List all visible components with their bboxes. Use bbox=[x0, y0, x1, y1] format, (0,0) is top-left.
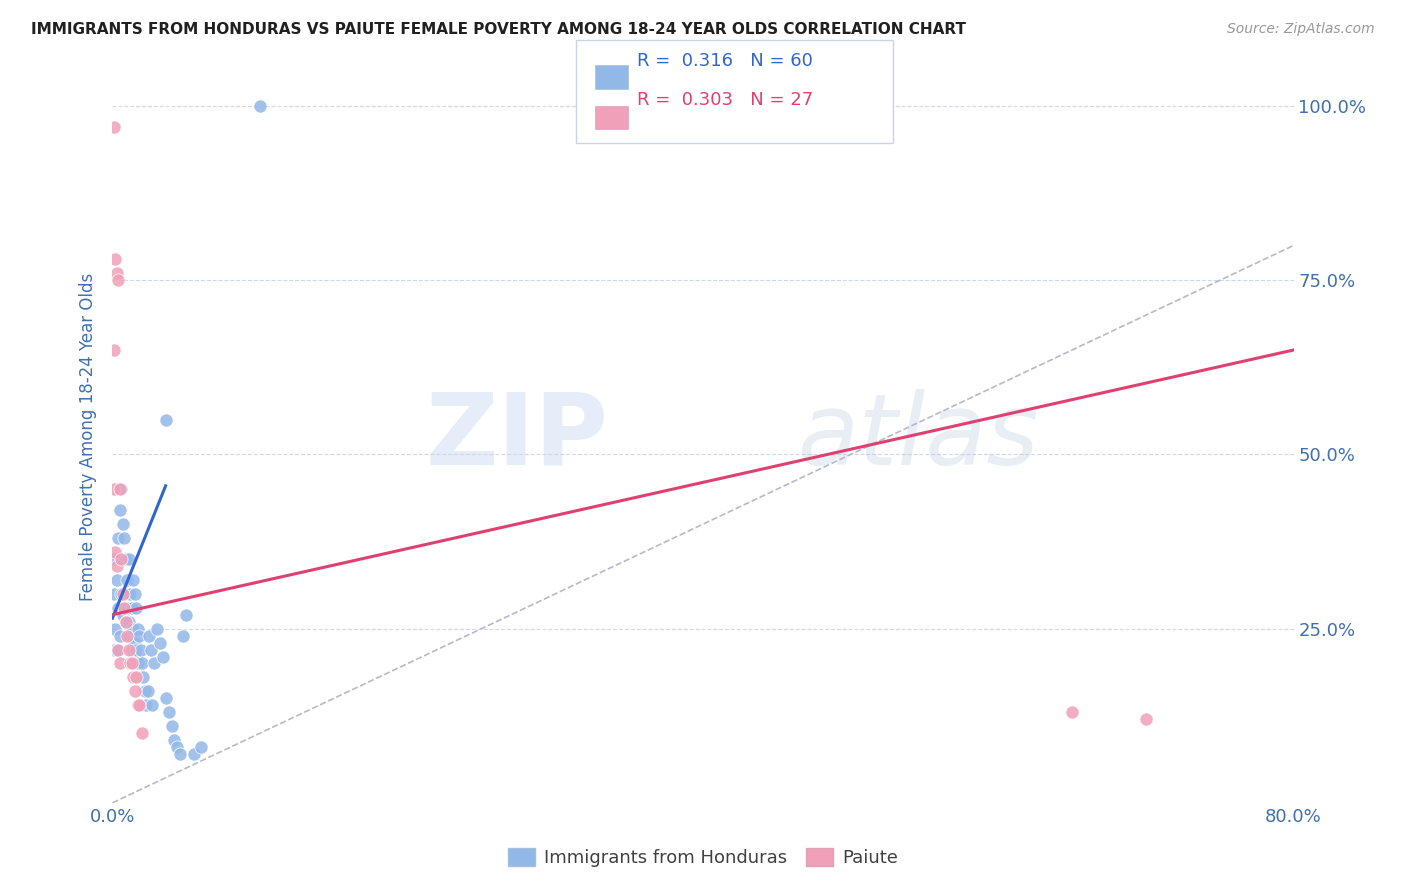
Point bbox=[128, 698, 150, 713]
Point bbox=[104, 545, 127, 559]
Point bbox=[105, 642, 128, 657]
Point bbox=[249, 99, 271, 113]
Point bbox=[121, 600, 143, 615]
Point bbox=[135, 698, 157, 713]
Point bbox=[120, 587, 142, 601]
Point bbox=[104, 252, 127, 267]
Point bbox=[146, 622, 169, 636]
Point bbox=[105, 573, 128, 587]
Point bbox=[190, 740, 212, 755]
Point bbox=[103, 120, 125, 134]
Point bbox=[166, 740, 188, 755]
Point bbox=[163, 733, 186, 747]
Text: R =  0.303   N = 27: R = 0.303 N = 27 bbox=[637, 92, 813, 110]
Point bbox=[117, 573, 138, 587]
Point bbox=[105, 558, 128, 573]
Point bbox=[120, 657, 142, 671]
Point bbox=[117, 629, 138, 643]
Point bbox=[128, 629, 150, 643]
Point bbox=[114, 552, 136, 566]
Point bbox=[142, 657, 165, 671]
Point bbox=[125, 600, 148, 615]
Point bbox=[107, 600, 129, 615]
Point bbox=[107, 531, 129, 545]
Point bbox=[107, 273, 129, 287]
Point bbox=[138, 629, 160, 643]
Point bbox=[122, 670, 145, 684]
Point bbox=[118, 615, 141, 629]
Point bbox=[129, 642, 152, 657]
Point bbox=[155, 412, 177, 426]
Point bbox=[134, 684, 156, 698]
Text: atlas: atlas bbox=[797, 389, 1039, 485]
Point bbox=[136, 684, 159, 698]
Point bbox=[160, 719, 183, 733]
Point bbox=[172, 629, 194, 643]
Point bbox=[141, 698, 163, 713]
Point bbox=[132, 670, 155, 684]
Point bbox=[103, 642, 125, 657]
Point bbox=[114, 615, 136, 629]
Point bbox=[110, 483, 132, 497]
Point bbox=[125, 670, 148, 684]
Point bbox=[121, 642, 143, 657]
Point bbox=[124, 684, 146, 698]
Text: R =  0.316   N = 60: R = 0.316 N = 60 bbox=[637, 52, 813, 70]
Text: IMMIGRANTS FROM HONDURAS VS PAIUTE FEMALE POVERTY AMONG 18-24 YEAR OLDS CORRELAT: IMMIGRANTS FROM HONDURAS VS PAIUTE FEMAL… bbox=[31, 22, 966, 37]
Point bbox=[110, 552, 132, 566]
Point bbox=[104, 552, 127, 566]
Point bbox=[111, 517, 134, 532]
Point bbox=[120, 629, 142, 643]
Point bbox=[108, 483, 131, 497]
Point bbox=[122, 573, 145, 587]
Point bbox=[112, 600, 135, 615]
Text: Source: ZipAtlas.com: Source: ZipAtlas.com bbox=[1227, 22, 1375, 37]
Point bbox=[125, 642, 148, 657]
Point bbox=[127, 622, 149, 636]
Point bbox=[124, 587, 146, 601]
Point bbox=[124, 635, 146, 649]
Y-axis label: Female Poverty Among 18-24 Year Olds: Female Poverty Among 18-24 Year Olds bbox=[79, 273, 97, 601]
Point bbox=[122, 622, 145, 636]
Point bbox=[121, 657, 143, 671]
Point bbox=[112, 600, 135, 615]
Point bbox=[1135, 712, 1157, 726]
Point bbox=[157, 705, 180, 719]
Point bbox=[103, 343, 125, 357]
Point bbox=[169, 747, 191, 761]
Point bbox=[108, 657, 131, 671]
Point bbox=[139, 642, 162, 657]
Point bbox=[111, 587, 134, 601]
Point bbox=[108, 503, 131, 517]
Point bbox=[117, 600, 138, 615]
Point bbox=[131, 657, 153, 671]
Point bbox=[127, 657, 149, 671]
Point bbox=[118, 642, 141, 657]
Point bbox=[127, 698, 149, 713]
Point bbox=[104, 622, 127, 636]
Point bbox=[1062, 705, 1084, 719]
Point bbox=[155, 691, 177, 706]
Point bbox=[118, 552, 141, 566]
Point bbox=[152, 649, 174, 664]
Point bbox=[103, 483, 125, 497]
Point bbox=[103, 587, 125, 601]
Point bbox=[131, 726, 153, 740]
Point bbox=[114, 615, 136, 629]
Point bbox=[105, 266, 128, 280]
Point bbox=[174, 607, 197, 622]
Legend: Immigrants from Honduras, Paiute: Immigrants from Honduras, Paiute bbox=[501, 840, 905, 874]
Point bbox=[108, 629, 131, 643]
Point bbox=[111, 607, 134, 622]
Point bbox=[149, 635, 172, 649]
Point bbox=[110, 587, 132, 601]
Point bbox=[107, 642, 129, 657]
Text: ZIP: ZIP bbox=[426, 389, 609, 485]
Point bbox=[183, 747, 205, 761]
Point bbox=[112, 531, 135, 545]
